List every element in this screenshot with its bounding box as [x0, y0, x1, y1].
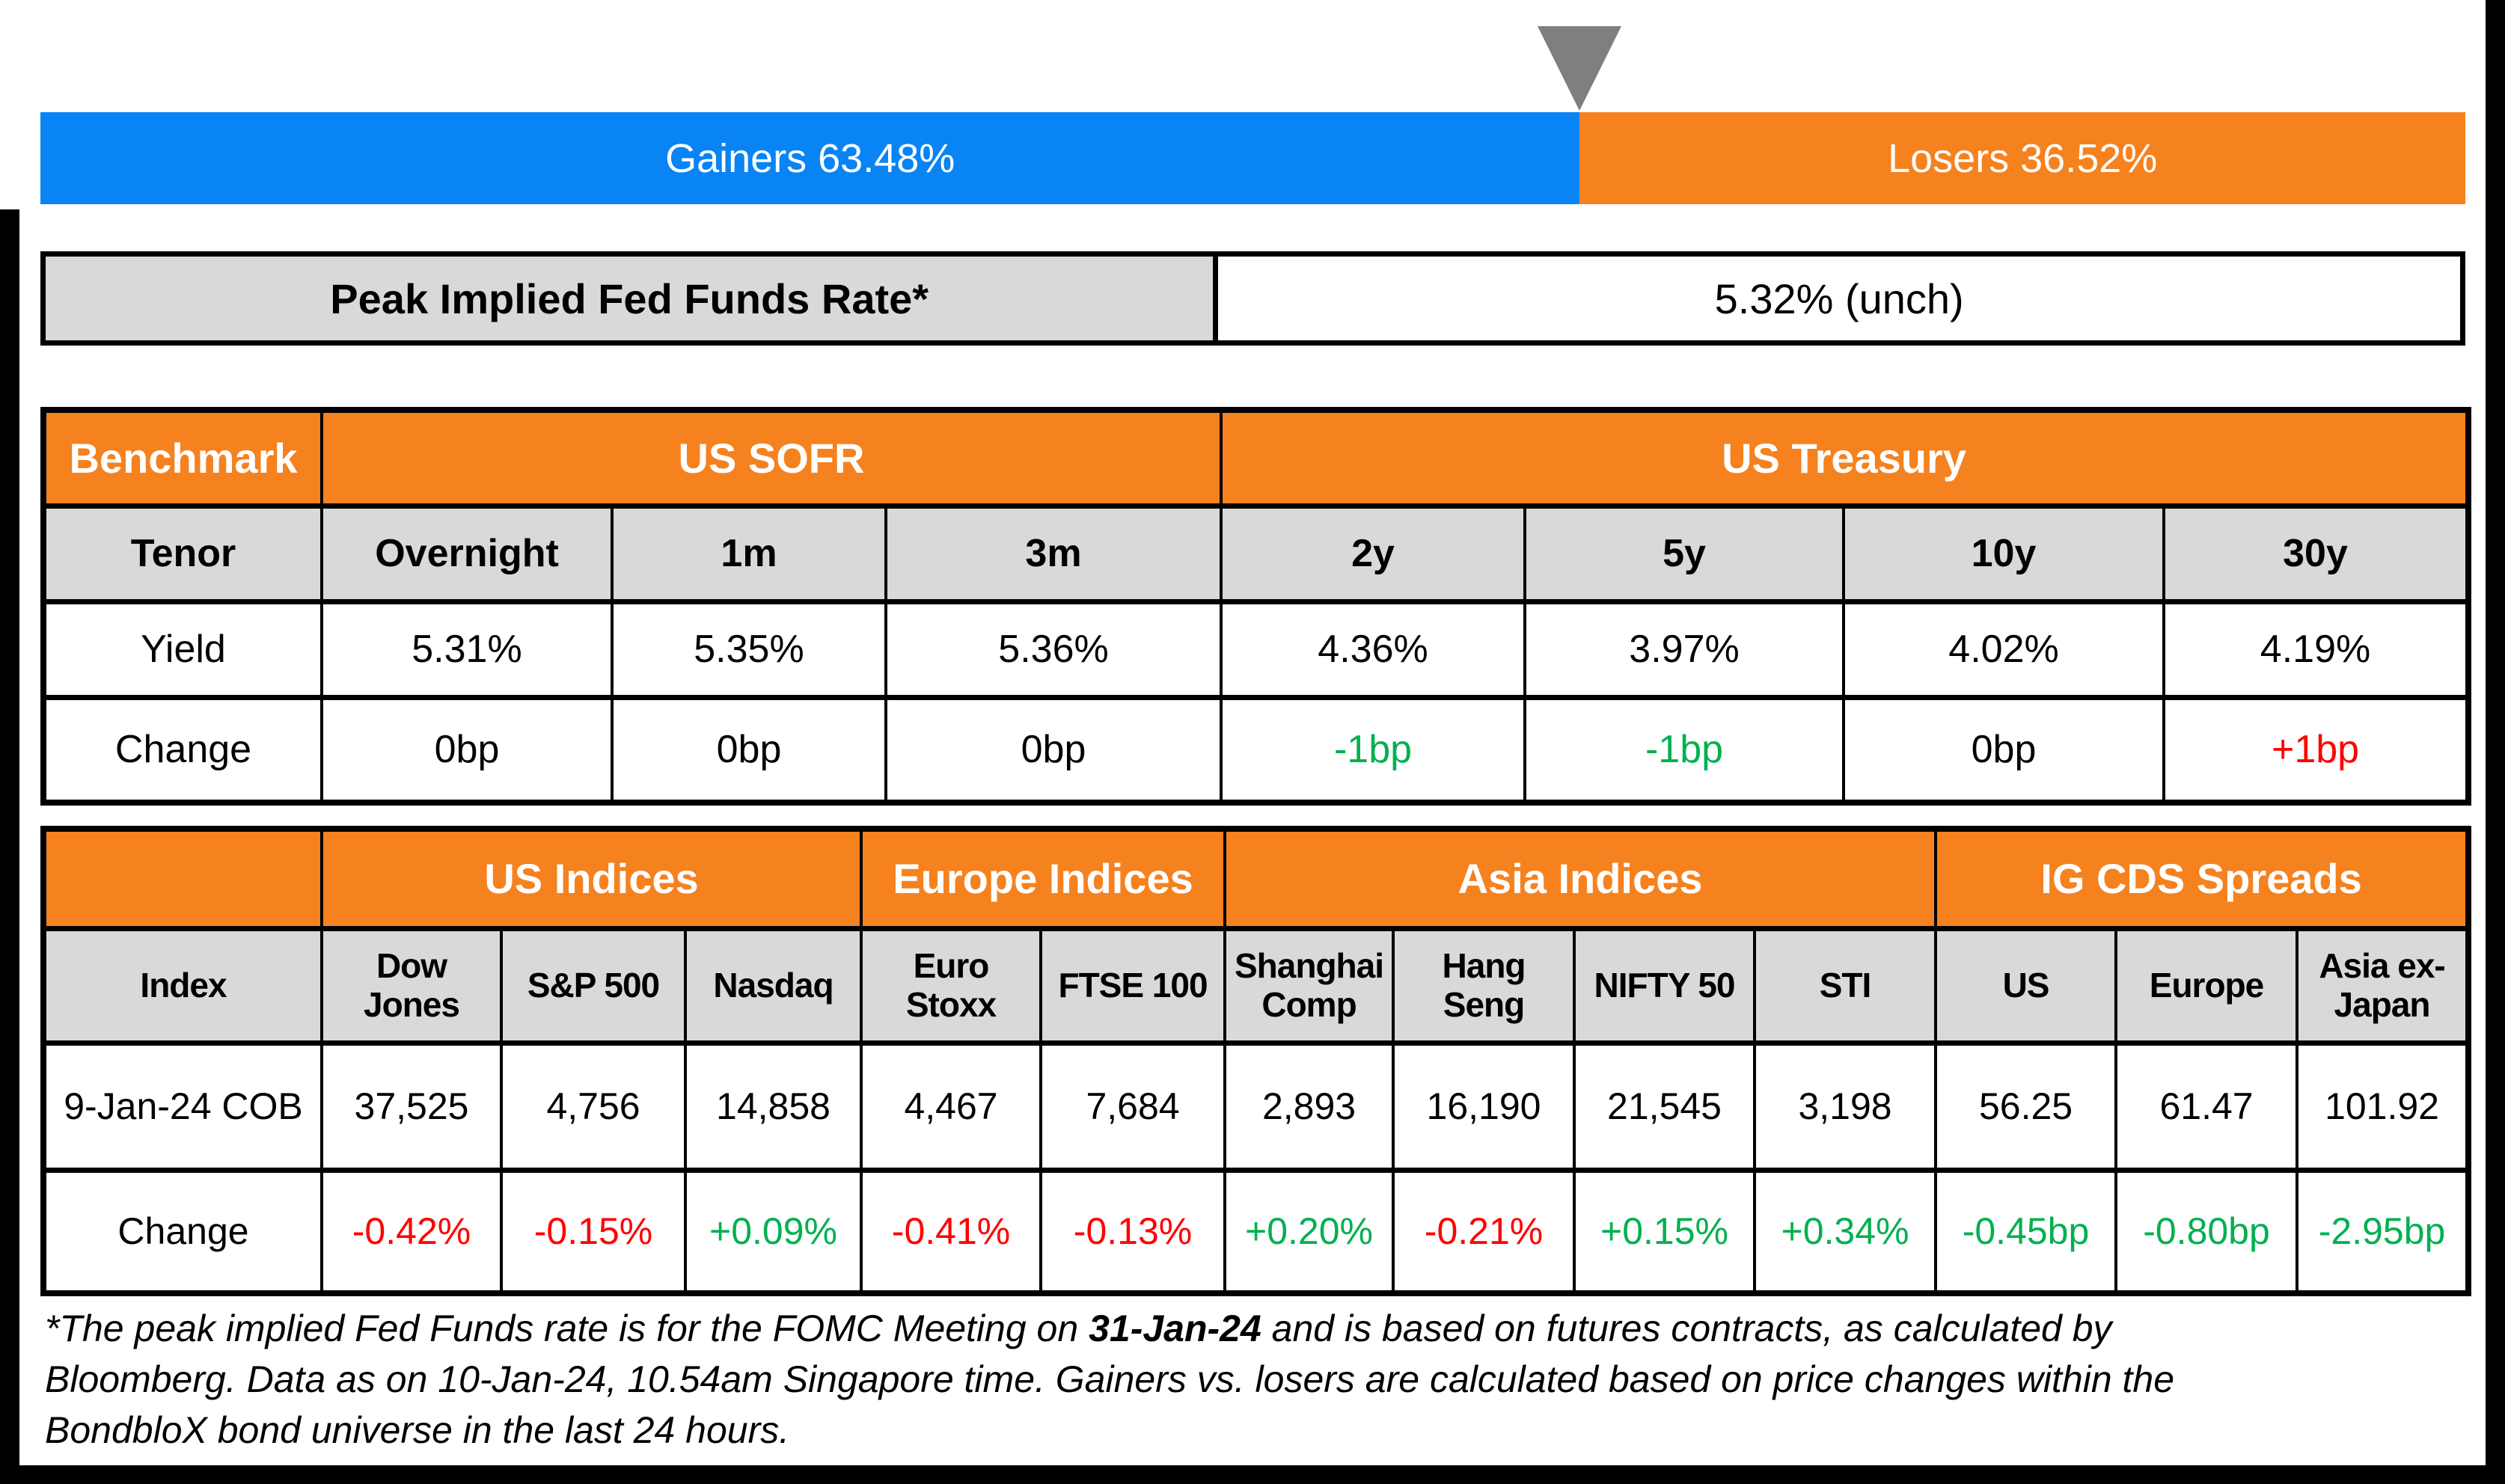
- yield-cell: 4.19%: [2162, 598, 2471, 700]
- ig-cds-spreads-group-header: IG CDS Spreads: [1934, 826, 2471, 931]
- change-cell: -1bp: [1220, 694, 1527, 806]
- peak-fed-funds-row: Peak Implied Fed Funds Rate* 5.32% (unch…: [40, 251, 2465, 346]
- index-change-cell: -0.42%: [320, 1167, 503, 1296]
- index-change-cell: +0.34%: [1753, 1167, 1938, 1296]
- index-name-header: Hang Seng: [1392, 925, 1576, 1046]
- benchmark-table: Benchmark US SOFR US Treasury Tenor Over…: [40, 407, 2472, 806]
- tenor-header: 3m: [884, 503, 1223, 604]
- cob-date-row-label: 9-Jan-24 COB: [42, 1040, 323, 1173]
- index-name-header: NIFTY 50: [1573, 925, 1757, 1046]
- index-value-cell: 4,467: [860, 1040, 1043, 1173]
- index-change-cell: +0.15%: [1573, 1167, 1757, 1296]
- tenor-header: 1m: [611, 503, 887, 604]
- yield-cell: 4.02%: [1842, 598, 2166, 700]
- change-cell: 0bp: [320, 694, 614, 806]
- benchmark-corner-header: Benchmark: [42, 407, 323, 509]
- yield-cell: 3.97%: [1523, 598, 1846, 700]
- bottom-black-border: [0, 1465, 2505, 1484]
- index-name-header: FTSE 100: [1039, 925, 1227, 1046]
- yield-row-label: Yield: [42, 598, 323, 700]
- gainers-bar-label: Gainers 63.48%: [665, 135, 955, 181]
- index-value-cell: 7,684: [1039, 1040, 1227, 1173]
- index-name-header: Europe: [2114, 925, 2299, 1046]
- asia-indices-group-header: Asia Indices: [1223, 826, 1938, 931]
- change-cell: -1bp: [1523, 694, 1846, 806]
- index-value-cell: 37,525: [320, 1040, 503, 1173]
- index-value-cell: 2,893: [1223, 1040, 1395, 1173]
- index-name-header: STI: [1753, 925, 1938, 1046]
- change-cell: 0bp: [611, 694, 887, 806]
- footnote-text: *The peak implied Fed Funds rate is for …: [45, 1307, 1089, 1349]
- index-name-header: US: [1934, 925, 2118, 1046]
- index-change-cell: -0.13%: [1039, 1167, 1227, 1296]
- index-name-header: Shanghai Comp: [1223, 925, 1395, 1046]
- change-cell: +1bp: [2162, 694, 2471, 806]
- tenor-row-label: Tenor: [42, 503, 323, 604]
- us-indices-group-header: US Indices: [319, 826, 863, 931]
- tenor-header: 5y: [1523, 503, 1846, 604]
- footnote-text: and is based on futures contracts, as ca…: [1261, 1307, 2112, 1349]
- index-change-cell: -2.95bp: [2296, 1167, 2471, 1296]
- index-value-cell: 21,545: [1573, 1040, 1757, 1173]
- index-change-cell: -0.41%: [860, 1167, 1043, 1296]
- tenor-header: 30y: [2162, 503, 2471, 604]
- right-black-border: [2486, 0, 2505, 1484]
- us-treasury-group-header: US Treasury: [1220, 407, 2471, 509]
- index-change-cell: +0.20%: [1223, 1167, 1395, 1296]
- yield-cell: 4.36%: [1220, 598, 1527, 700]
- gainers-losers-bar: Gainers 63.48% Losers 36.52%: [40, 112, 2465, 204]
- index-value-cell: 14,858: [683, 1040, 863, 1173]
- europe-indices-group-header: Europe Indices: [860, 826, 1227, 931]
- position-marker-icon: [1538, 26, 1622, 111]
- yield-cell: 5.35%: [611, 598, 887, 700]
- yield-cell: 5.36%: [884, 598, 1223, 700]
- us-sofr-group-header: US SOFR: [319, 407, 1223, 509]
- gainers-bar-segment: Gainers 63.48%: [40, 112, 1580, 204]
- tenor-header: 10y: [1842, 503, 2166, 604]
- peak-fed-funds-label: Peak Implied Fed Funds Rate*: [46, 257, 1219, 340]
- footnote-line-2: Bloomberg. Data as on 10-Jan-24, 10.54am…: [45, 1358, 2175, 1400]
- index-name-header: Dow Jones: [320, 925, 503, 1046]
- index-value-cell: 3,198: [1753, 1040, 1938, 1173]
- index-change-cell: +0.09%: [683, 1167, 863, 1296]
- peak-fed-funds-value: 5.32% (unch): [1218, 257, 2460, 340]
- yield-cell: 5.31%: [320, 598, 614, 700]
- change-row-label: Change: [42, 1167, 323, 1296]
- footnote: *The peak implied Fed Funds rate is for …: [45, 1303, 2462, 1456]
- index-change-cell: -0.21%: [1392, 1167, 1576, 1296]
- footnote-line-3: BondbloX bond universe in the last 24 ho…: [45, 1409, 790, 1451]
- index-change-cell: -0.80bp: [2114, 1167, 2299, 1296]
- change-row-label: Change: [42, 694, 323, 806]
- index-change-cell: -0.15%: [500, 1167, 687, 1296]
- losers-bar-segment: Losers 36.52%: [1579, 112, 2465, 204]
- index-value-cell: 56.25: [1934, 1040, 2118, 1173]
- index-name-header: Euro Stoxx: [860, 925, 1043, 1046]
- index-change-cell: -0.45bp: [1934, 1167, 2118, 1296]
- footnote-line-1: *The peak implied Fed Funds rate is for …: [45, 1303, 2462, 1354]
- index-row-label: Index: [42, 925, 323, 1046]
- index-name-header: Nasdaq: [683, 925, 863, 1046]
- index-value-cell: 61.47: [2114, 1040, 2299, 1173]
- index-value-cell: 101.92: [2296, 1040, 2471, 1173]
- change-cell: 0bp: [884, 694, 1223, 806]
- indices-corner-header: [42, 826, 323, 931]
- index-name-header: Asia ex-Japan: [2296, 925, 2471, 1046]
- footnote-fomc-date: 31-Jan-24: [1089, 1307, 1261, 1349]
- change-cell: 0bp: [1842, 694, 2166, 806]
- left-black-border: [0, 209, 19, 1484]
- indices-table: US Indices Europe Indices Asia Indices I…: [40, 826, 2472, 1296]
- index-name-header: S&P 500: [500, 925, 687, 1046]
- losers-bar-label: Losers 36.52%: [1888, 135, 2158, 181]
- index-value-cell: 4,756: [500, 1040, 687, 1173]
- tenor-header: Overnight: [320, 503, 614, 604]
- index-value-cell: 16,190: [1392, 1040, 1576, 1173]
- tenor-header: 2y: [1220, 503, 1527, 604]
